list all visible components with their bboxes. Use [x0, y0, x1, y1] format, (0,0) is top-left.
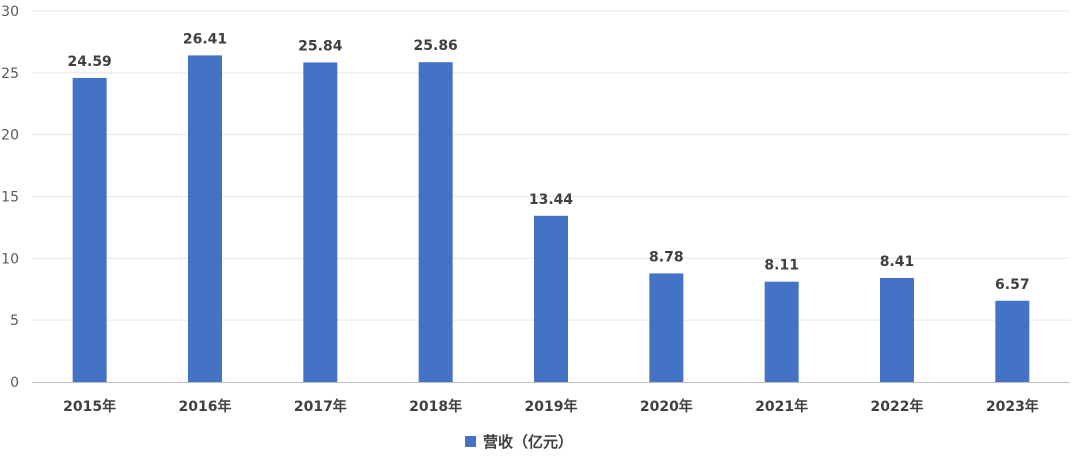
x-tick-label: 2021年 [755, 398, 808, 415]
x-tick-label: 2019年 [525, 398, 578, 415]
data-label: 8.41 [880, 254, 915, 270]
x-tick-label: 2017年 [294, 398, 347, 415]
legend-label: 营收（亿元） [483, 433, 573, 451]
data-label: 8.78 [649, 249, 684, 265]
y-tick-label: 5 [10, 313, 19, 329]
data-labels: 24.59 26.41 25.84 25.86 13.44 8.78 8.11 8.41 6.5… [68, 31, 1030, 292]
y-tick-label: 20 [1, 128, 19, 144]
x-tick-label: 2022年 [871, 398, 924, 415]
y-tick-label: 25 [1, 66, 19, 82]
x-tick-label: 2018年 [409, 398, 462, 415]
x-tick-label: 2020年 [640, 398, 693, 415]
bar [764, 281, 799, 382]
legend-swatch [465, 436, 476, 447]
y-tick-label: 15 [1, 190, 19, 206]
x-tick-label: 2023年 [986, 398, 1039, 415]
bar [534, 215, 568, 382]
y-tick-label: 0 [10, 375, 19, 391]
bar [649, 273, 684, 382]
data-label: 25.86 [414, 38, 458, 54]
y-axis-tick-labels: 0 5 10 15 20 25 30 [1, 4, 19, 391]
bar [418, 62, 453, 382]
data-label: 6.57 [995, 277, 1030, 293]
legend: 营收（亿元） [465, 433, 573, 451]
data-label: 25.84 [298, 38, 343, 54]
bar [995, 300, 1030, 382]
y-tick-label: 10 [1, 251, 19, 267]
bar [880, 277, 914, 382]
data-label: 24.59 [68, 54, 112, 70]
y-tick-label: 30 [1, 4, 19, 20]
bar [188, 55, 222, 382]
x-tick-label: 2016年 [179, 398, 232, 415]
bars [72, 55, 1030, 383]
bar [303, 62, 338, 382]
data-label: 26.41 [183, 31, 227, 47]
x-tick-label: 2015年 [63, 398, 116, 415]
x-axis: 2015年 2016年 2017年 2018年 2019年 2020年 2021年 2022年… [32, 382, 1070, 415]
bar [72, 77, 107, 383]
data-label: 13.44 [529, 192, 574, 208]
data-label: 8.11 [764, 258, 799, 274]
